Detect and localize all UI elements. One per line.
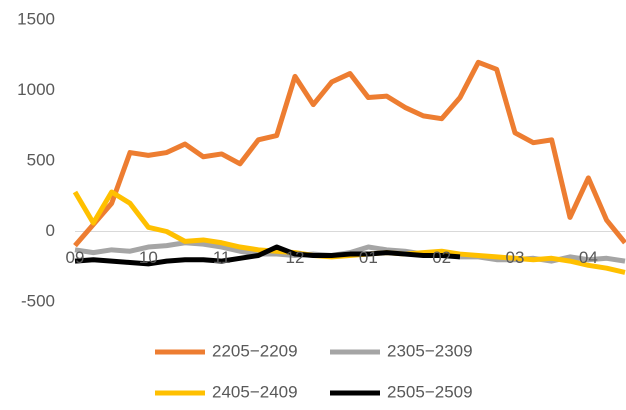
x-tick-label: 04 [579, 248, 598, 267]
series-line [74, 244, 461, 267]
series-line [73, 59, 626, 248]
y-tick-label: 1500 [17, 9, 55, 28]
x-tick-label: 12 [286, 248, 305, 267]
legend-label: 2305−2309 [387, 341, 473, 360]
y-tick-label: 1000 [17, 80, 55, 99]
legend-label: 2505−2509 [387, 382, 473, 401]
x-tick-label: 09 [66, 248, 85, 267]
x-tick-label: 10 [139, 248, 158, 267]
x-tick-label: 11 [213, 248, 231, 267]
legend-label: 2405−2409 [212, 382, 298, 401]
y-tick-label: 500 [27, 150, 55, 169]
y-tick-label: 0 [46, 221, 55, 240]
x-tick-label: 02 [432, 248, 451, 267]
y-tick-label: -500 [21, 291, 55, 310]
x-tick-label: 03 [506, 248, 525, 267]
legend-label: 2205−2209 [212, 341, 298, 360]
x-tick-label: 01 [359, 248, 378, 267]
